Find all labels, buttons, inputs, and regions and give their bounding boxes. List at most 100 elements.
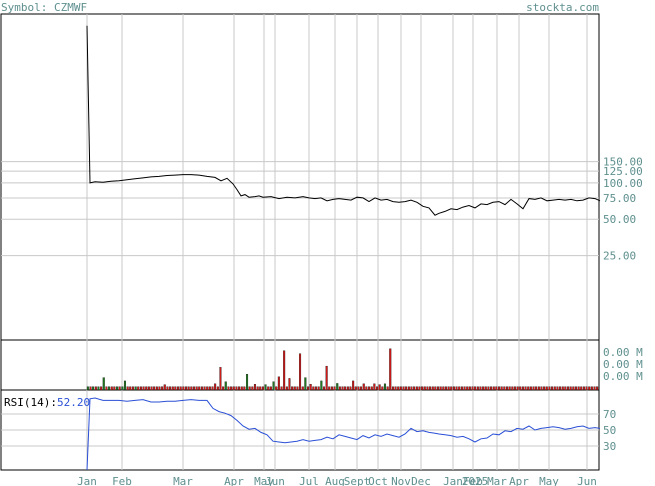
volume-bar [150,386,153,391]
price-tick-label: 25.00 [603,250,636,263]
volume-bar [341,386,344,391]
volume-bar [304,377,307,391]
volume-bar [368,386,371,391]
volume-bar [561,386,564,391]
volume-bar [429,386,432,391]
volume-bar [381,386,384,391]
volume-bar [312,386,315,391]
volume-bar [577,386,580,391]
volume-bar [444,386,447,391]
volume-bar [280,386,283,391]
volume-bar [362,383,365,391]
volume-bar [174,386,177,391]
volume-bar [256,386,259,391]
volume-bar [134,386,137,391]
volume-bar [357,386,360,391]
volume-bar [267,386,270,391]
volume-bar [123,380,126,391]
volume-bar [373,383,376,391]
volume-bar [198,386,201,391]
volume-bar [463,386,466,391]
rsi-tick-label: 30 [603,440,616,453]
volume-bar [147,386,150,391]
volume-bar [277,376,280,391]
volume-bar [500,386,503,391]
volume-bar [89,386,92,391]
volume-bar [450,386,453,391]
volume-bar [195,386,198,391]
volume-bar [211,386,214,391]
volume-bar [460,386,463,391]
volume-bar [240,386,243,391]
volume-bar [253,384,256,391]
brand-label[interactable]: stockta.com [526,1,599,14]
month-label: Apr [224,475,244,486]
volume-bar [307,386,310,391]
volume-bar [596,386,599,391]
symbol-label: Symbol: CZMWF [1,1,87,14]
volume-bar [588,386,591,391]
volume-bar [360,386,363,391]
volume-bar [479,386,482,391]
rsi-label: RSI(14):52.20 [4,396,90,409]
volume-bar [94,386,97,391]
volume-bar [580,386,583,391]
volume-bar [187,386,190,391]
volume-bar [490,386,493,391]
volume-bar [421,386,424,391]
volume-bar [466,386,469,391]
volume-bar [309,384,312,391]
volume-bar [171,386,174,391]
volume-bar [299,353,302,391]
grid-lines [1,14,599,470]
volume-bar [415,386,418,391]
volume-bar [108,386,111,391]
volume-bar [508,386,511,391]
volume-bar [296,386,299,391]
volume-bar [272,381,275,391]
volume-bar [155,386,158,391]
volume-bar [251,386,254,391]
volume-bar [383,383,386,391]
volume-bar [235,386,238,391]
volume-bar [482,386,485,391]
volume-bar [365,386,368,391]
volume-bar [328,386,331,391]
volume-bar [325,365,328,391]
volume-bar [161,386,164,391]
volume-bar [153,386,156,391]
month-label: 2025 [462,475,489,486]
volume-bar [246,374,249,391]
volume-bar [113,386,116,391]
volume-bar [405,386,408,391]
volume-bar [314,386,317,391]
month-label: Mar [173,475,193,486]
volume-bar [439,386,442,391]
volume-bar [535,386,538,391]
volume-bar [495,386,498,391]
volume-bar [338,386,341,391]
volume-bar [455,386,458,391]
month-label: Apr [509,475,529,486]
volume-bar [426,386,429,391]
volume-bar [556,386,559,391]
rsi-tick-label: 50 [603,424,616,437]
volume-bar [458,386,461,391]
volume-bar [391,386,394,391]
volume-bar [593,386,596,391]
volume-bar [389,348,392,391]
volume-bar [452,386,455,391]
volume-bar [410,386,413,391]
volume-bar [352,380,355,391]
volume-bar [344,386,347,391]
volume-bar [511,386,514,391]
volume-bar [442,386,445,391]
volume-bar [378,384,381,391]
volume-bar [200,386,203,391]
volume-bar [487,386,490,391]
volume-bar [317,386,320,391]
volume-bar [564,386,567,391]
volume-bar [527,386,530,391]
volume-bar [110,386,113,391]
